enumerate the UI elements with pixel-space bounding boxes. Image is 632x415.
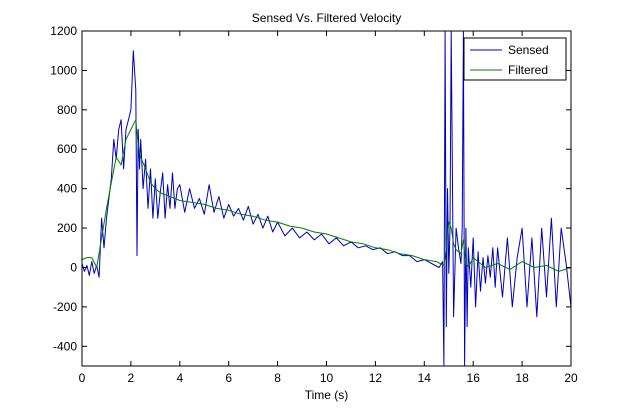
plot-area <box>82 31 571 366</box>
legend-box <box>463 37 567 81</box>
x-axis-title: Time (s) <box>305 388 349 402</box>
y-tick-label: -200 <box>53 300 77 314</box>
y-tick-label: 0 <box>70 260 77 274</box>
x-tick-label: 8 <box>274 371 281 385</box>
x-tick-label: 4 <box>176 371 183 385</box>
y-tick-label: 600 <box>57 142 77 156</box>
legend: Sensed Filtered <box>463 37 567 81</box>
x-tick-label: 14 <box>418 371 432 385</box>
y-tick-label: 200 <box>57 221 77 235</box>
y-tick-label: 800 <box>57 103 77 117</box>
x-tick-label: 16 <box>467 371 481 385</box>
y-tick-label: 400 <box>57 182 77 196</box>
y-tick-label: 1200 <box>50 24 77 38</box>
x-tick-label: 0 <box>79 371 86 385</box>
y-tick-label: 1000 <box>50 63 77 77</box>
x-tick-label: 18 <box>515 371 529 385</box>
x-tick-label: 6 <box>225 371 232 385</box>
series-layer <box>82 31 571 366</box>
x-tick-label: 12 <box>369 371 383 385</box>
chart-title: Sensed Vs. Filtered Velocity <box>252 11 401 25</box>
series-line-filtered <box>82 119 571 272</box>
x-tick-label: 2 <box>128 371 135 385</box>
y-axis: -400 -200 0 200 400 600 800 1000 1200 <box>50 24 571 353</box>
y-tick-label: -400 <box>53 339 77 353</box>
legend-label-sensed: Sensed <box>508 43 549 57</box>
series-line-sensed <box>82 31 571 366</box>
x-tick-label: 10 <box>320 371 334 385</box>
legend-label-filtered: Filtered <box>508 63 548 77</box>
x-tick-label: 20 <box>564 371 578 385</box>
x-axis: 0 2 4 6 8 10 12 14 16 18 20 <box>79 31 578 385</box>
